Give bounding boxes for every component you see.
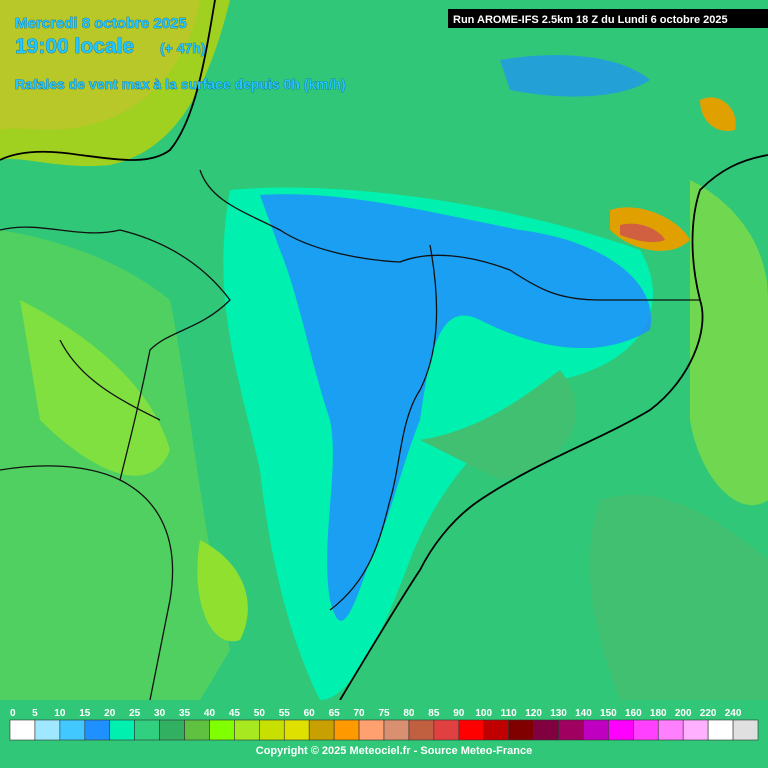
legend-label: 220 [700,708,717,719]
local-time: 19:00 locale [15,35,134,58]
run-banner [448,9,768,28]
legend-swatch [508,719,534,741]
legend-label: 100 [475,708,492,719]
legend-label: 40 [204,708,216,719]
legend-label: 65 [329,708,341,719]
legend-swatch [209,719,235,741]
legend-swatch [583,719,609,741]
legend-swatch [84,719,111,741]
legend-label: 5 [32,708,38,719]
run-info: Run AROME-IFS 2.5km 18 Z du Lundi 6 octo… [453,14,728,26]
legend-label: 20 [104,708,116,719]
legend-label: 85 [428,708,440,719]
legend-label: 90 [453,708,465,719]
copyright: Copyright © 2025 Meteociel.fr - Source M… [256,745,532,757]
legend-label: 30 [154,708,166,719]
legend-label: 35 [179,708,191,719]
legend-label: 80 [403,708,415,719]
legend-label: 25 [129,708,141,719]
legend-label: 110 [501,708,518,719]
legend-swatch [533,719,559,741]
parameter: Rafales de vent max à la surface depuis … [15,76,346,92]
borders [0,0,768,701]
forecast-offset: (+ 47h) [160,40,206,56]
legend-swatch [109,719,135,741]
legend-label: 120 [525,708,542,719]
legend-label: 75 [378,708,390,719]
legend-label: 60 [304,708,316,719]
legend-swatch [9,719,36,741]
legend-swatch [633,719,659,741]
legend-label: 130 [550,708,567,719]
legend-swatch [259,719,285,741]
legend-swatch [408,719,435,741]
legend-swatch [234,719,260,741]
legend-label: 160 [625,708,642,719]
legend-swatch [59,719,86,741]
legend-swatch [34,719,61,741]
legend-swatch [159,719,185,741]
legend-label: 0 [10,708,16,719]
legend-swatch [558,719,584,741]
legend-label: 70 [354,708,366,719]
legend-label: 240 [725,708,742,719]
legend: 0 5 10 15 20 25 30 35 40 45 50 55 60 65 70 75 80 85 90 100 1… [9,708,759,741]
legend-label: 55 [279,708,291,719]
legend-swatch [308,719,335,741]
map-background [0,0,768,700]
legend-label: 140 [575,708,592,719]
legend-swatch [732,719,759,741]
legend-swatch [184,719,210,741]
legend-swatch [433,719,460,741]
legend-label: 45 [229,708,241,719]
legend-swatch [608,719,634,741]
legend-swatch [707,719,734,741]
legend-swatch [458,719,485,741]
legend-swatch [358,719,385,741]
legend-label: 15 [79,708,91,719]
legend-swatch [333,719,360,741]
date: Mercredi 8 octobre 2025 [15,15,187,32]
legend-swatch [483,719,509,741]
legend-label: 150 [600,708,617,719]
legend-swatch [134,719,160,741]
legend-swatch [383,719,410,741]
legend-swatch [283,719,310,741]
legend-label: 200 [675,708,692,719]
legend-swatch [682,719,709,741]
legend-label: 10 [54,708,66,719]
legend-swatch [657,719,684,741]
legend-label: 180 [650,708,667,719]
legend-label: 50 [254,708,266,719]
